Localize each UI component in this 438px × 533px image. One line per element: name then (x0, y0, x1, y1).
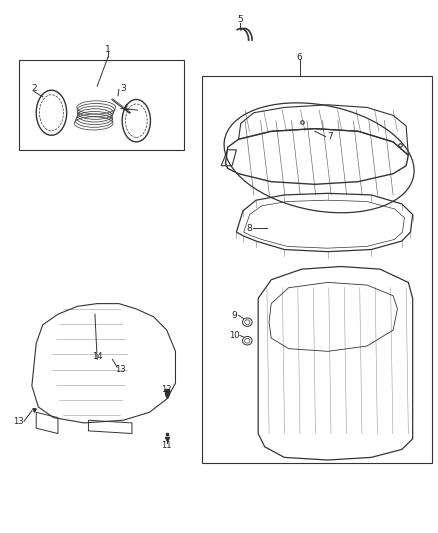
Text: 5: 5 (237, 15, 243, 25)
Text: 14: 14 (92, 352, 102, 361)
Text: 7: 7 (327, 132, 333, 141)
Text: 11: 11 (162, 441, 172, 450)
FancyBboxPatch shape (19, 60, 184, 150)
Text: 12: 12 (162, 385, 172, 394)
Text: 3: 3 (120, 84, 126, 93)
Text: 10: 10 (229, 331, 240, 340)
Text: 4: 4 (123, 104, 128, 113)
Text: 1: 1 (105, 45, 111, 54)
Text: 6: 6 (297, 53, 302, 62)
Text: 13: 13 (13, 417, 23, 426)
Text: 8: 8 (246, 224, 252, 233)
FancyBboxPatch shape (201, 76, 432, 463)
Text: 13: 13 (115, 366, 126, 374)
Text: 9: 9 (231, 311, 237, 320)
Text: 2: 2 (31, 84, 37, 93)
